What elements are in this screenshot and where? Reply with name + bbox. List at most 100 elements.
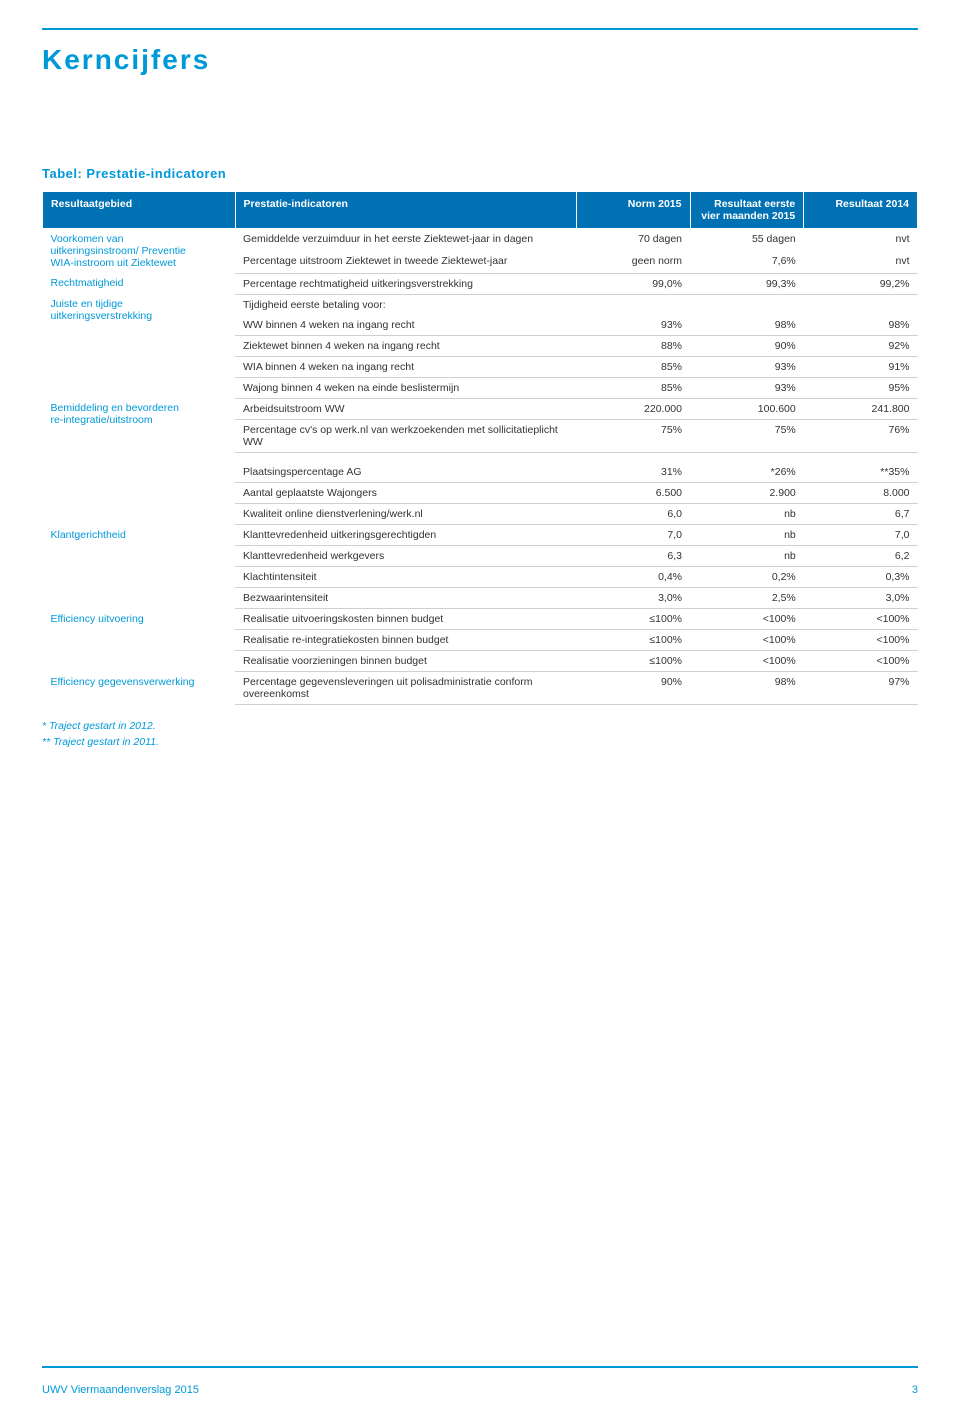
page-title: Kerncijfers [42,44,918,76]
value-cell: 0,2% [690,567,804,588]
table-row: Plaatsingspercentage AG 31% *26% **35% [43,462,918,483]
value-cell: 92% [804,335,918,356]
value-cell: 6.500 [576,483,690,504]
page-footer: UWV Viermaandenverslag 2015 3 [42,1384,918,1396]
top-rule [42,28,918,30]
value-cell: 93% [690,356,804,377]
table-row: Kwaliteit online dienstverlening/werk.nl… [43,504,918,525]
value-cell: 93% [690,377,804,398]
value-cell: <100% [804,630,918,651]
value-cell: 100.600 [690,398,804,419]
value-cell: 3,0% [804,588,918,609]
value-cell: 55 dagen [690,229,804,251]
value-cell: 93% [576,315,690,336]
indicator-cell: Percentage uitstroom Ziektewet in tweede… [235,251,576,273]
value-cell: 0,4% [576,567,690,588]
footer-right: 3 [912,1384,918,1396]
col-header: Prestatie-indicatoren [235,192,576,229]
indicator-cell: Realisatie uitvoeringskosten binnen budg… [235,609,576,630]
indicator-cell: Kwaliteit online dienstverlening/werk.nl [235,504,576,525]
value-cell: 6,0 [576,504,690,525]
value-cell: 99,3% [690,273,804,294]
value-cell: 98% [690,672,804,705]
value-cell: nb [690,546,804,567]
value-cell: nvt [804,251,918,273]
indicator-cell: Arbeidsuitstroom WW [235,398,576,419]
table-row: Efficiency uitvoering Realisatie uitvoer… [43,609,918,630]
value-cell: <100% [690,630,804,651]
footnote: ** Traject gestart in 2011. [42,735,918,751]
value-cell: 95% [804,377,918,398]
value-cell: <100% [690,609,804,630]
indicator-cell: Realisatie re-integratiekosten binnen bu… [235,630,576,651]
indicator-cell: Aantal geplaatste Wajongers [235,483,576,504]
value-cell: 2,5% [690,588,804,609]
value-cell: 6,3 [576,546,690,567]
value-cell: 220.000 [576,398,690,419]
value-cell: 7,6% [690,251,804,273]
col-header: Resultaatgebied [43,192,236,229]
category-text: re-integratie/uitstroom [51,414,153,426]
indicator-cell: Percentage cv's op werk.nl van werkzoeke… [235,419,576,452]
value-cell [576,294,690,315]
category-cell: Bemiddeling en bevorderen re-integratie/… [43,398,236,452]
table-row: Klantgerichtheid Klanttevredenheid uitke… [43,525,918,546]
value-cell: 88% [576,335,690,356]
value-cell: nvt [804,229,918,251]
value-cell: *26% [690,462,804,483]
indicator-cell: Ziektewet binnen 4 weken na ingang recht [235,335,576,356]
category-text: uitkeringsinstroom/ Preventie [51,245,186,257]
category-cell: Juiste en tijdige uitkeringsverstrekking [43,294,236,398]
table-row: Rechtmatigheid Percentage rechtmatigheid… [43,273,918,294]
value-cell: 70 dagen [576,229,690,251]
footnote: * Traject gestart in 2012. [42,719,918,735]
value-cell: 76% [804,419,918,452]
col-header: Resultaat 2014 [804,192,918,229]
value-cell: 90% [576,672,690,705]
value-cell: ≤100% [576,630,690,651]
value-cell: 99,0% [576,273,690,294]
indicator-cell: Tijdigheid eerste betaling voor: [235,294,576,315]
value-cell: ≤100% [576,609,690,630]
indicator-cell: Percentage gegevensleveringen uit polisa… [235,672,576,705]
category-text: Juiste en tijdige [51,298,123,310]
footer-left: UWV Viermaandenverslag 2015 [42,1384,199,1396]
value-cell [804,294,918,315]
footer-rule [42,1366,918,1368]
value-cell: 6,7 [804,504,918,525]
value-cell: <100% [804,651,918,672]
category-cell [43,504,236,525]
value-cell: nb [690,504,804,525]
value-cell: 75% [690,419,804,452]
indicator-cell: Klanttevredenheid werkgevers [235,546,576,567]
category-text: Bemiddeling en bevorderen [51,402,179,414]
table-row: Bemiddeling en bevorderen re-integratie/… [43,398,918,419]
category-text: WIA-instroom uit Ziektewet [51,257,176,269]
indicator-cell: Plaatsingspercentage AG [235,462,576,483]
table-caption: Tabel: Prestatie-indicatoren [42,166,918,181]
indicator-cell: Wajong binnen 4 weken na einde beslister… [235,377,576,398]
category-cell: Voorkomen van uitkeringsinstroom/ Preven… [43,229,236,274]
table-row: Juiste en tijdige uitkeringsverstrekking… [43,294,918,315]
category-cell [43,483,236,504]
category-text: Voorkomen van [51,233,124,245]
indicator-cell: Gemiddelde verzuimduur in het eerste Zie… [235,229,576,251]
value-cell: 99,2% [804,273,918,294]
value-cell: 85% [576,356,690,377]
table-row: Efficiency gegevensverwerking Percentage… [43,672,918,705]
indicator-cell: Klanttevredenheid uitkeringsgerechtigden [235,525,576,546]
category-text: uitkeringsverstrekking [51,310,153,322]
category-cell: Efficiency gegevensverwerking [43,672,236,705]
table-row: Aantal geplaatste Wajongers 6.500 2.900 … [43,483,918,504]
indicator-cell: WW binnen 4 weken na ingang recht [235,315,576,336]
value-cell: 90% [690,335,804,356]
indicator-cell: Realisatie voorzieningen binnen budget [235,651,576,672]
value-cell: <100% [690,651,804,672]
value-cell: nb [690,525,804,546]
col-header: Norm 2015 [576,192,690,229]
category-cell: Efficiency uitvoering [43,609,236,672]
value-cell: 7,0 [804,525,918,546]
category-cell [43,462,236,483]
category-cell: Rechtmatigheid [43,273,236,294]
value-cell: 8.000 [804,483,918,504]
